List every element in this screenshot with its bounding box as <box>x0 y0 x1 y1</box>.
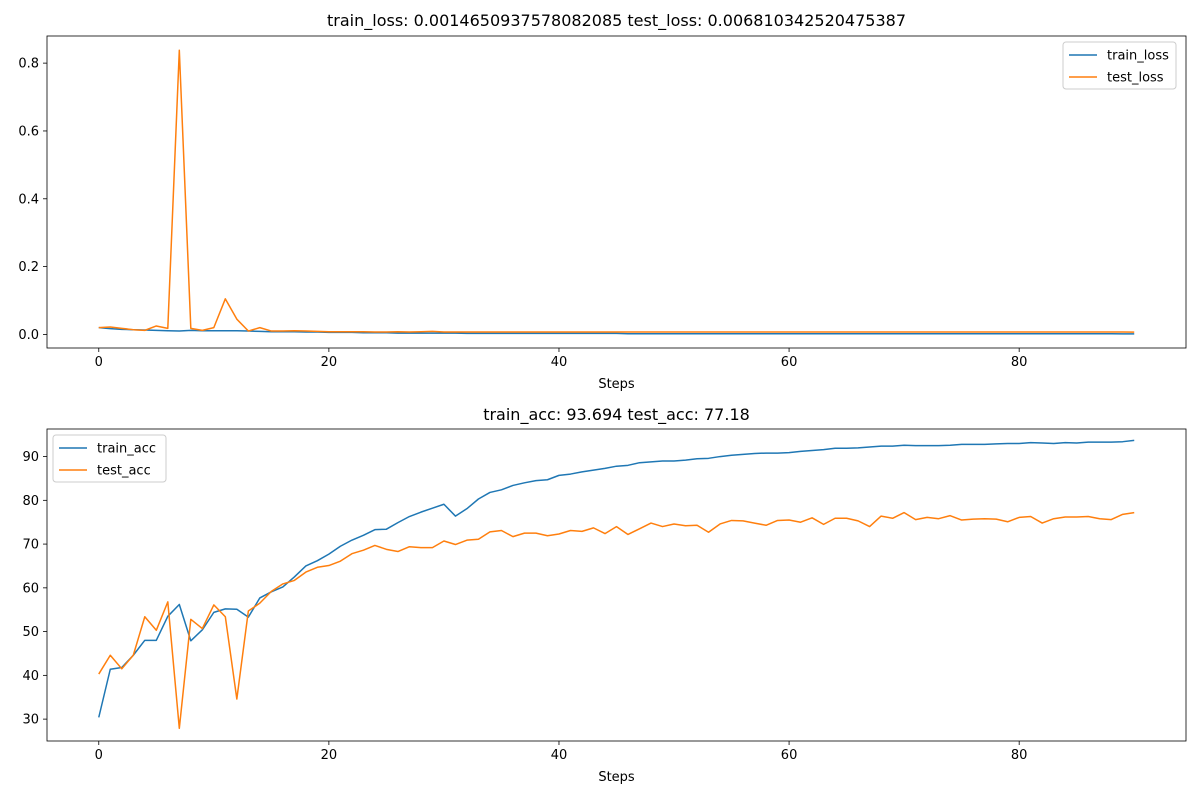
x-tick-label: 60 <box>781 355 798 370</box>
x-tick-label: 80 <box>1011 355 1028 370</box>
y-tick-label: 0.8 <box>18 57 39 72</box>
chart-title: train_acc: 93.694 test_acc: 77.18 <box>483 405 750 425</box>
x-tick-label: 0 <box>95 355 103 370</box>
legend-label-train_loss: train_loss <box>1107 49 1169 64</box>
y-tick-label: 60 <box>22 581 39 596</box>
x-tick-label: 40 <box>551 355 568 370</box>
plot-frame <box>46 428 1187 742</box>
y-tick-label: 0.0 <box>18 328 39 343</box>
plot-frame <box>46 35 1187 349</box>
x-tick-label: 20 <box>321 355 338 370</box>
y-tick-label: 0.6 <box>18 124 39 139</box>
x-axis-label: Steps <box>598 770 635 785</box>
legend-label-train_acc: train_acc <box>97 442 156 457</box>
x-tick-label: 0 <box>95 748 103 763</box>
series-line-test_acc <box>98 511 1135 730</box>
y-tick-label: 30 <box>22 713 39 728</box>
x-tick-label: 20 <box>321 748 338 763</box>
x-tick-label: 40 <box>551 748 568 763</box>
series-line-train_acc <box>98 439 1135 718</box>
accuracy-chart: train_acc: 93.694 test_acc: 77.18 0 20 40 60… <box>22 405 1187 785</box>
y-tick-label: 70 <box>22 538 39 553</box>
y-tick-label: 0.2 <box>18 260 39 275</box>
y-tick-label: 90 <box>22 450 39 465</box>
series-line-test_loss <box>98 49 1135 333</box>
y-tick-label: 80 <box>22 494 39 509</box>
y-tick-label: 50 <box>22 625 39 640</box>
legend-label-test_loss: test_loss <box>1107 71 1164 86</box>
x-axis-label: Steps <box>598 377 635 392</box>
x-tick-label: 60 <box>781 748 798 763</box>
y-tick-label: 0.4 <box>18 192 39 207</box>
loss-chart: train_loss: 0.0014650937578082085 test_l… <box>18 11 1187 392</box>
x-tick-label: 80 <box>1011 748 1028 763</box>
chart-title: train_loss: 0.0014650937578082085 test_l… <box>327 11 906 31</box>
y-tick-label: 40 <box>22 669 39 684</box>
legend-label-test_acc: test_acc <box>97 464 151 479</box>
